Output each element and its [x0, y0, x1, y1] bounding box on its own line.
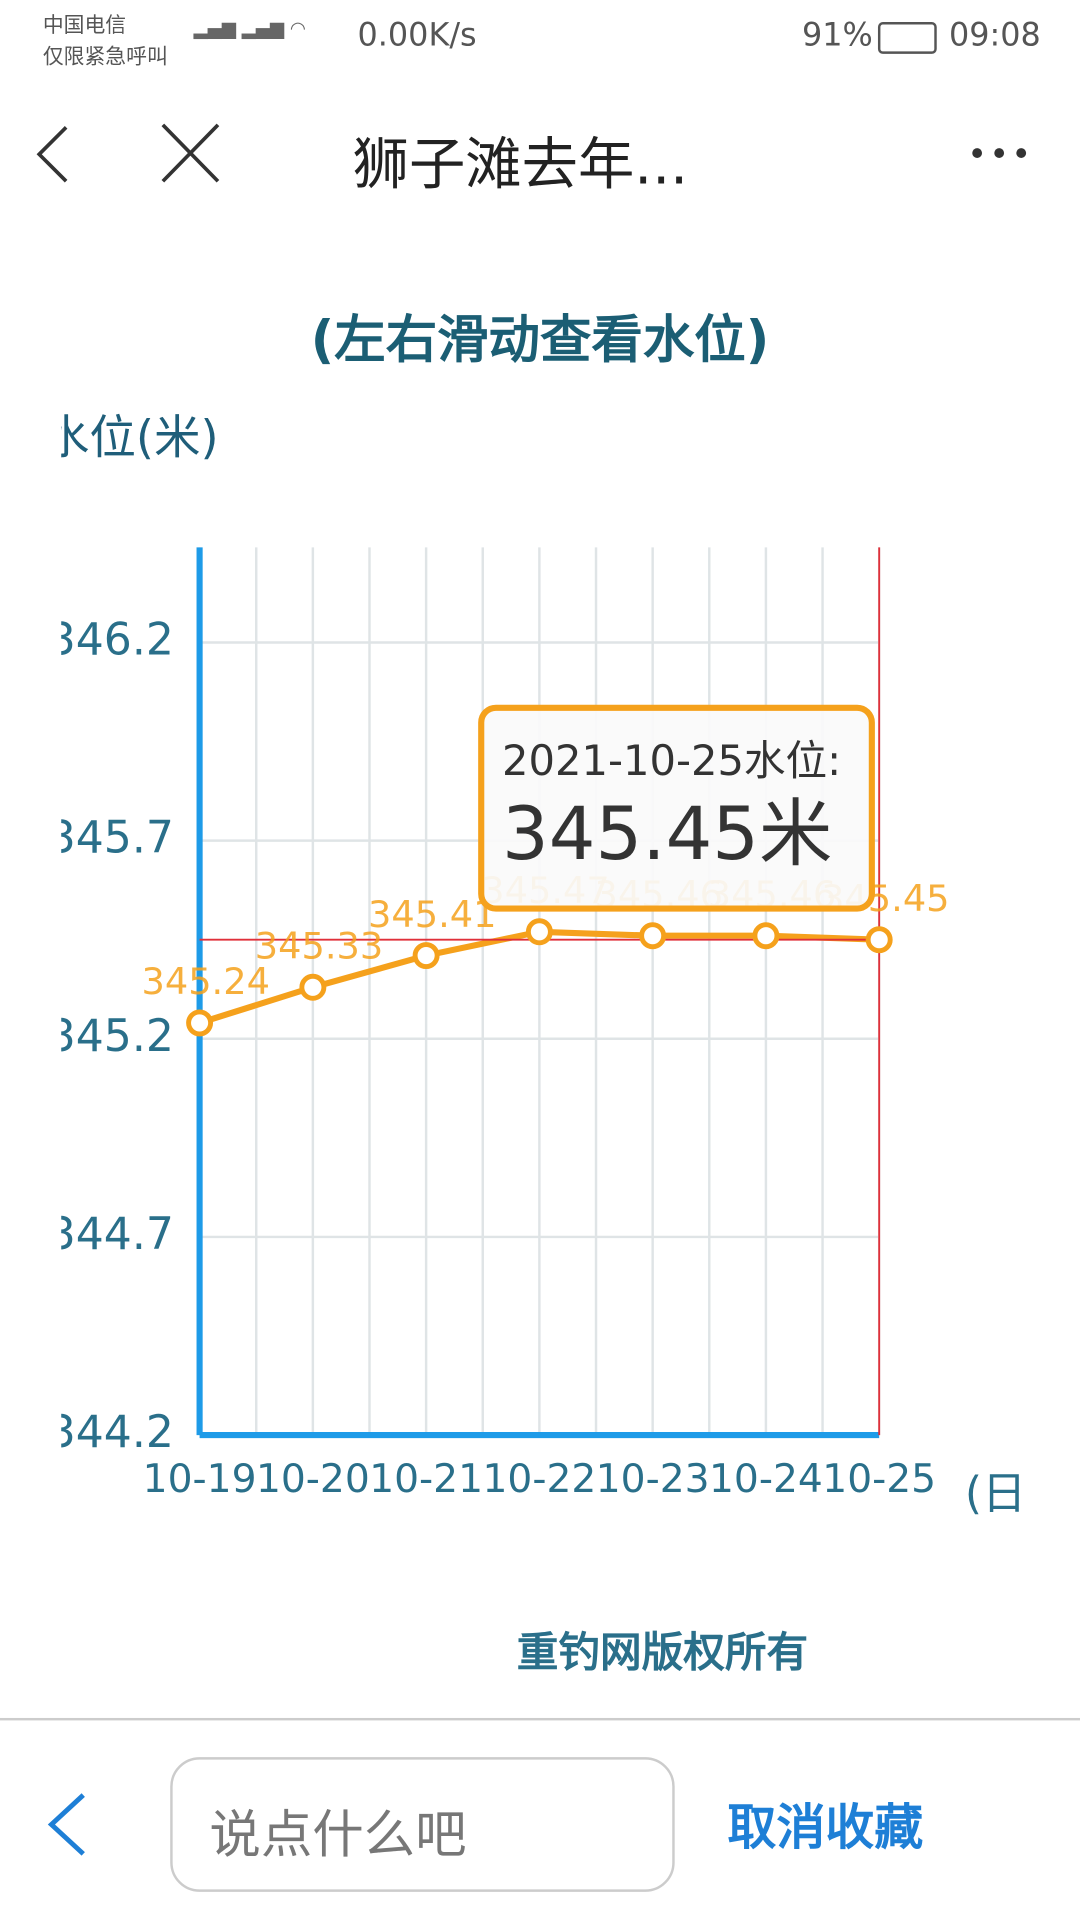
data-point — [752, 922, 780, 950]
chart-heading: (左右滑动查看水位) — [310, 309, 770, 370]
data-point — [865, 926, 893, 954]
y-tick-label: 345.2 — [48, 1011, 174, 1062]
unfavorite-button[interactable]: 取消收藏 — [727, 1800, 924, 1857]
battery: 91% — [802, 17, 873, 54]
battery-icon — [877, 22, 937, 54]
tooltip-value: 345.45米 — [502, 792, 832, 877]
y-tick-label: 346.2 — [48, 614, 174, 665]
data-point — [525, 918, 553, 946]
copyright: 重钓网版权所有 — [516, 1628, 809, 1678]
x-tick-label: 10-19 — [143, 1457, 257, 1502]
x-axis-title: (日期) — [965, 1468, 1080, 1519]
carrier: 中国电信 — [42, 13, 127, 38]
data-label: 345.24 — [141, 960, 269, 1003]
tooltip-box — [478, 704, 875, 912]
tooltip: 2021-10-25水位: 345.45米 — [478, 704, 875, 912]
close-button[interactable] — [161, 123, 220, 183]
y-tick-label: 344.7 — [48, 1209, 174, 1260]
page-title: 狮子滩去年... — [352, 131, 689, 198]
y-axis-title: 水位(米) — [43, 410, 219, 464]
data-point — [412, 942, 440, 970]
signal-icon: ▂▄▆ ▂▄▆ ◠ — [193, 17, 306, 40]
data-label: 345.33 — [255, 925, 383, 968]
input-placeholder: 说点什么吧 — [209, 1804, 467, 1865]
bottom-back[interactable] — [37, 1788, 98, 1861]
more-button[interactable] — [972, 148, 1027, 158]
chart-body: 水位(米) (日期) 344.2 344.7 345.2 345.7 346.2 10-1… — [43, 410, 1080, 1519]
y-tick-label: 345.7 — [48, 813, 174, 864]
x-tick-label: 10-23 — [596, 1457, 710, 1502]
data-point — [186, 1009, 214, 1037]
y-tick-label: 344.2 — [48, 1407, 174, 1458]
chart: 水位(米) (日期) 344.2 344.7 345.2 345.7 346.2 10-1… — [43, 410, 1080, 1519]
x-tick-label: 10-25 — [822, 1457, 936, 1502]
x-tick-label: 10-21 — [369, 1457, 483, 1502]
x-tick-label: 10-24 — [709, 1457, 823, 1502]
back-button[interactable] — [36, 126, 68, 183]
data-label: 345.41 — [368, 893, 496, 936]
carrier-note: 仅限紧急呼叫 — [42, 45, 168, 70]
net-speed: 0.00K/s — [357, 17, 477, 54]
x-tick-label: 10-20 — [256, 1457, 370, 1502]
nav-bar — [36, 123, 1027, 183]
tooltip-date: 2021-10-25水位: — [502, 736, 841, 785]
clock: 09:08 — [948, 17, 1041, 54]
comment-input[interactable]: 说点什么吧 — [170, 1757, 675, 1892]
data-point — [639, 922, 667, 950]
divider — [0, 1717, 1080, 1721]
data-point — [299, 973, 327, 1001]
x-tick-label: 10-22 — [482, 1457, 596, 1502]
